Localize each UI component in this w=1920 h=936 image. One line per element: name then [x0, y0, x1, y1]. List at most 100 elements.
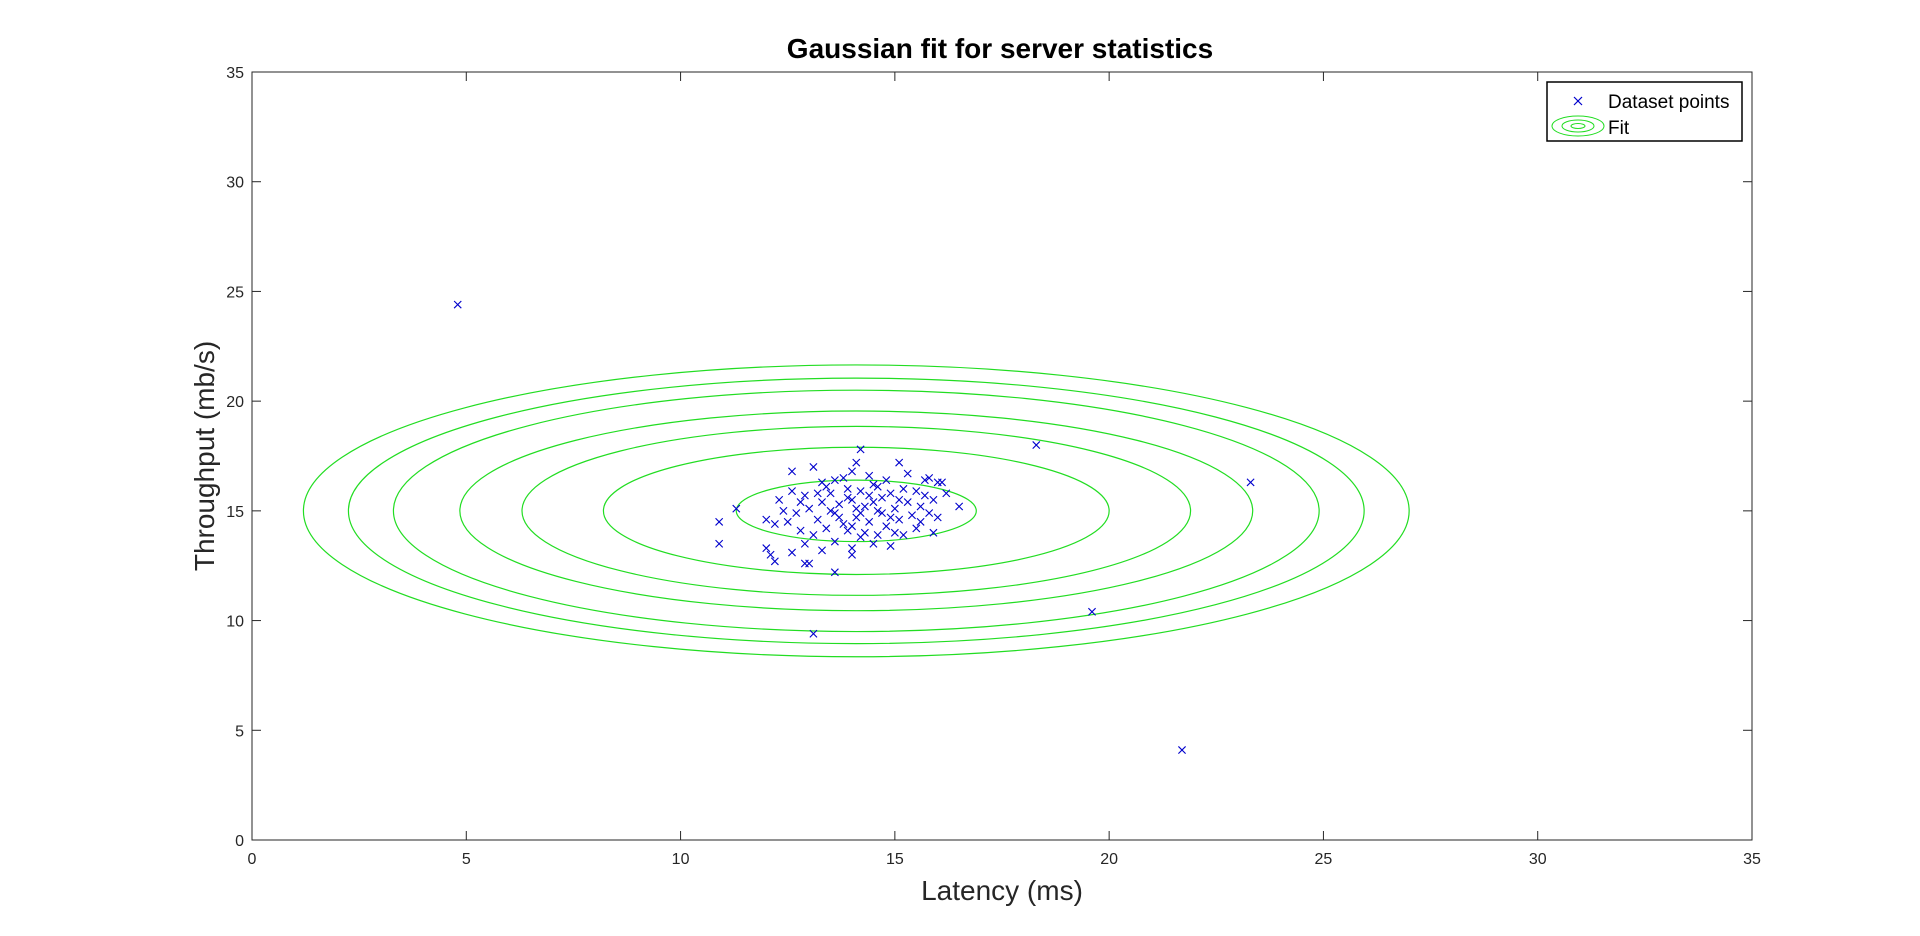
data-point — [792, 509, 801, 518]
legend-box — [1546, 81, 1743, 142]
fit-contours — [302, 364, 1410, 658]
plot-background — [252, 72, 1752, 840]
data-point — [796, 526, 805, 535]
data-point — [903, 498, 912, 507]
data-point — [873, 482, 882, 491]
fit-contour-level-6 — [347, 377, 1365, 645]
data-point — [830, 537, 839, 546]
data-point — [770, 520, 779, 529]
data-point — [895, 458, 904, 467]
data-point — [788, 467, 796, 476]
data-point — [848, 495, 856, 504]
data-point — [1032, 441, 1041, 450]
data-point — [775, 495, 784, 504]
data-point — [886, 489, 895, 498]
data-point — [813, 515, 822, 524]
data-point — [1246, 478, 1255, 487]
legend-entry-fit: Fit — [1608, 118, 1630, 139]
x-tick-label: 20 — [1100, 851, 1118, 868]
fit-contour-level-3 — [521, 425, 1192, 596]
data-point — [886, 513, 895, 522]
data-point — [1088, 607, 1096, 616]
data-point — [920, 476, 929, 485]
data-point — [925, 509, 934, 518]
data-point — [903, 469, 912, 478]
data-point — [856, 445, 865, 454]
data-point — [886, 541, 895, 550]
data-point — [916, 517, 925, 526]
data-point — [818, 546, 826, 555]
data-point — [873, 531, 882, 539]
data-point — [1178, 746, 1186, 755]
data-point — [453, 300, 462, 309]
fit-contour-level-1 — [735, 479, 977, 543]
data-point — [805, 504, 814, 513]
legend-entry-dataset-points: Dataset points — [1608, 92, 1729, 113]
data-point — [809, 462, 818, 471]
data-point — [783, 517, 792, 526]
data-point — [856, 509, 865, 518]
chart-title: Gaussian fit for server statistics — [787, 33, 1213, 64]
y-tick-label: 5 — [235, 723, 244, 740]
data-point — [860, 502, 869, 511]
data-point — [912, 487, 921, 496]
data-point — [869, 539, 878, 548]
data-point — [848, 522, 856, 531]
data-point — [766, 550, 775, 559]
data-point — [813, 489, 822, 498]
data-point — [912, 524, 921, 533]
data-point — [848, 467, 856, 476]
y-tick-label: 20 — [226, 394, 244, 411]
data-point — [826, 489, 835, 498]
data-point — [818, 498, 826, 507]
data-point — [878, 493, 886, 502]
data-point — [895, 515, 904, 524]
y-tick-label: 10 — [226, 614, 244, 631]
data-point — [916, 502, 925, 511]
data-point — [929, 528, 938, 537]
legend-marker-contour-icon — [1551, 115, 1605, 137]
y-axis-label: Throughput (mb/s) — [189, 341, 220, 571]
fit-contour-level-5 — [392, 389, 1320, 633]
data-point — [830, 476, 839, 485]
data-point — [929, 495, 938, 504]
x-axis-label: Latency (ms) — [921, 875, 1083, 906]
data-point — [848, 550, 856, 559]
data-point — [869, 480, 878, 489]
data-point — [762, 515, 771, 524]
data-point — [839, 520, 848, 529]
data-point — [830, 568, 839, 577]
data-point — [822, 524, 831, 533]
data-point — [955, 502, 964, 511]
data-point — [839, 473, 848, 482]
x-tick-label: 0 — [248, 851, 257, 868]
fit-contour-level-7 — [302, 364, 1410, 658]
x-tick-label: 25 — [1315, 851, 1333, 868]
y-tick-label: 0 — [235, 833, 244, 850]
data-point — [890, 528, 899, 537]
data-point — [788, 548, 796, 557]
data-point — [809, 629, 818, 638]
data-point — [856, 487, 865, 496]
plot-frame — [251, 71, 1753, 841]
plot-area: 0 5 10 15 20 25 30 35 0 5 10 15 20 25 30 35 — [226, 65, 1761, 868]
dataset-points — [453, 300, 1255, 755]
data-point — [779, 506, 788, 515]
data-point — [762, 544, 771, 553]
y-tick-label: 25 — [226, 284, 244, 301]
y-tick-label: 30 — [226, 175, 244, 192]
data-point — [890, 504, 899, 513]
data-point — [796, 498, 805, 507]
data-point — [805, 559, 814, 568]
data-point — [835, 513, 844, 522]
data-point — [920, 491, 929, 500]
data-point — [800, 491, 809, 500]
fit-contour-level-4 — [459, 410, 1254, 612]
y-tick-label: 15 — [226, 504, 244, 521]
axis-ticks: 0 5 10 15 20 25 30 35 0 5 10 15 20 25 30 35 — [226, 65, 1761, 868]
data-point — [865, 471, 874, 480]
legend: Dataset points Fit — [1546, 81, 1743, 142]
data-point — [852, 458, 861, 467]
data-point — [865, 491, 874, 500]
